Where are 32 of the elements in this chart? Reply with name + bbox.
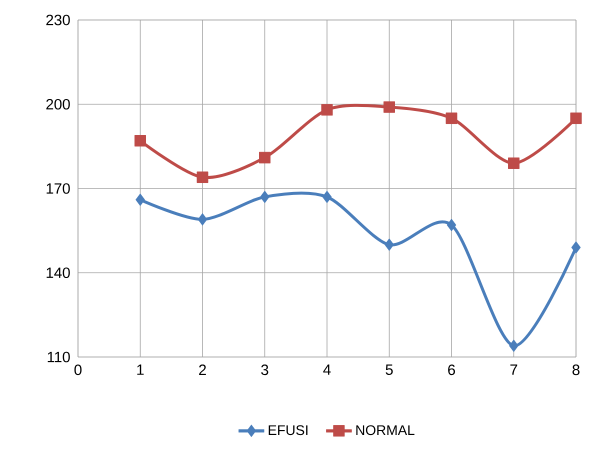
x-tick-label: 8 xyxy=(572,364,580,376)
x-tick-label: 0 xyxy=(74,364,82,376)
point xyxy=(322,190,332,204)
point xyxy=(508,157,520,169)
x-tick-label: 4 xyxy=(323,364,331,375)
point xyxy=(384,238,394,251)
point xyxy=(571,241,581,254)
point xyxy=(136,193,145,206)
y-tick-label: 230 xyxy=(46,14,70,26)
point xyxy=(446,112,458,124)
point xyxy=(196,172,208,184)
x-tick-label: 1 xyxy=(137,364,144,375)
x-tick-label: 3 xyxy=(261,364,268,376)
point xyxy=(198,213,208,226)
y-tick-label: 140 xyxy=(46,267,70,278)
y-tick-label: 170 xyxy=(46,183,70,194)
y-tick-label: 200 xyxy=(46,98,70,110)
point xyxy=(321,104,333,116)
point xyxy=(260,190,270,204)
legend-label: EFUSI xyxy=(268,425,308,436)
x-tick-label: 5 xyxy=(386,364,393,375)
point xyxy=(134,135,146,147)
point xyxy=(509,340,519,352)
x-tick-label: 7 xyxy=(510,364,518,375)
point xyxy=(570,112,582,124)
point xyxy=(446,218,456,232)
point xyxy=(259,152,271,164)
legend-label: NORMAL xyxy=(356,425,414,436)
x-tick-label: 6 xyxy=(448,364,456,376)
y-tick-label: 110 xyxy=(48,352,70,362)
point xyxy=(384,101,396,113)
x-tick-label: 2 xyxy=(199,364,206,375)
